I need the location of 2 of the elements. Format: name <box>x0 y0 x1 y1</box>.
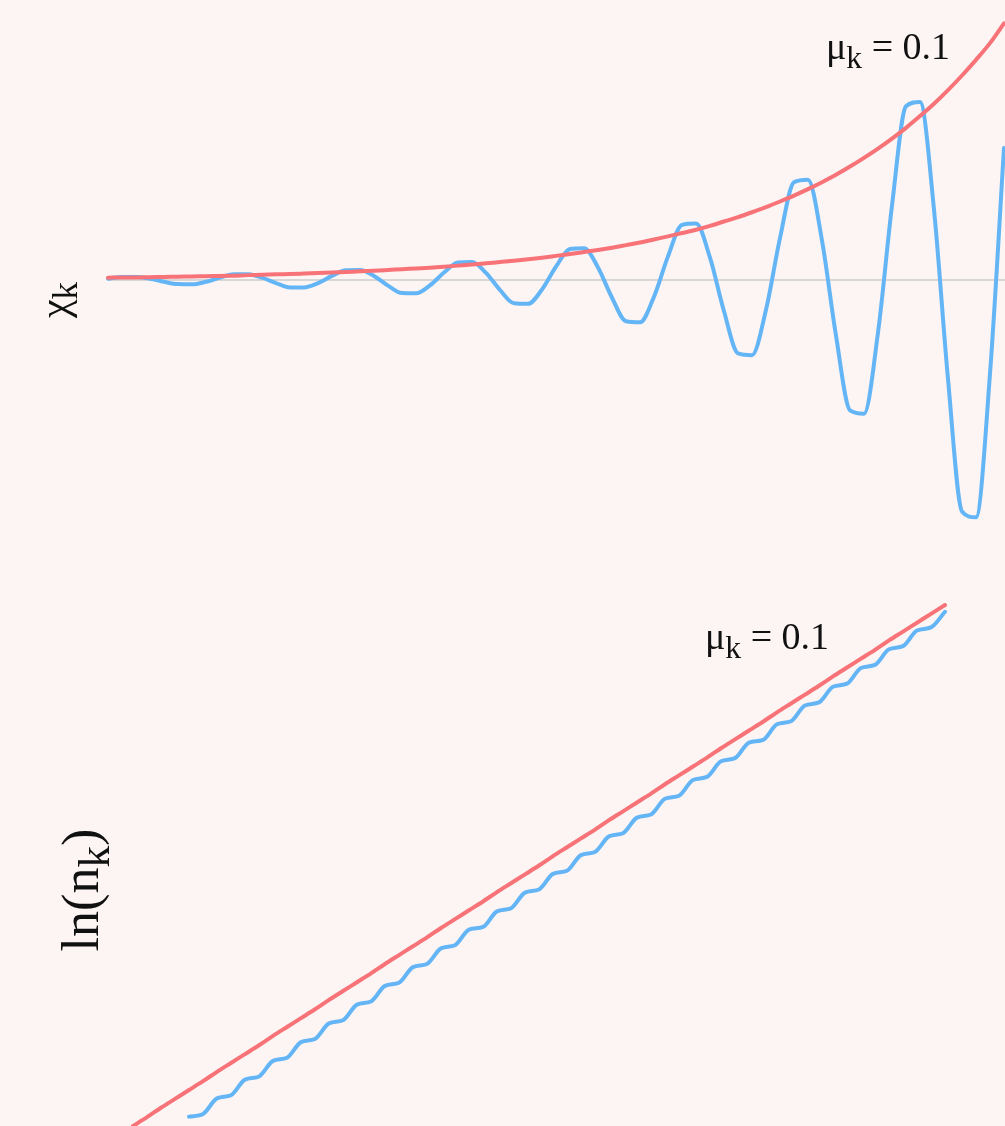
annotation: μ$_{k}$ = 0.1 <box>704 614 830 666</box>
annotation: μ$_{k}$ = 0.1 <box>825 24 951 76</box>
